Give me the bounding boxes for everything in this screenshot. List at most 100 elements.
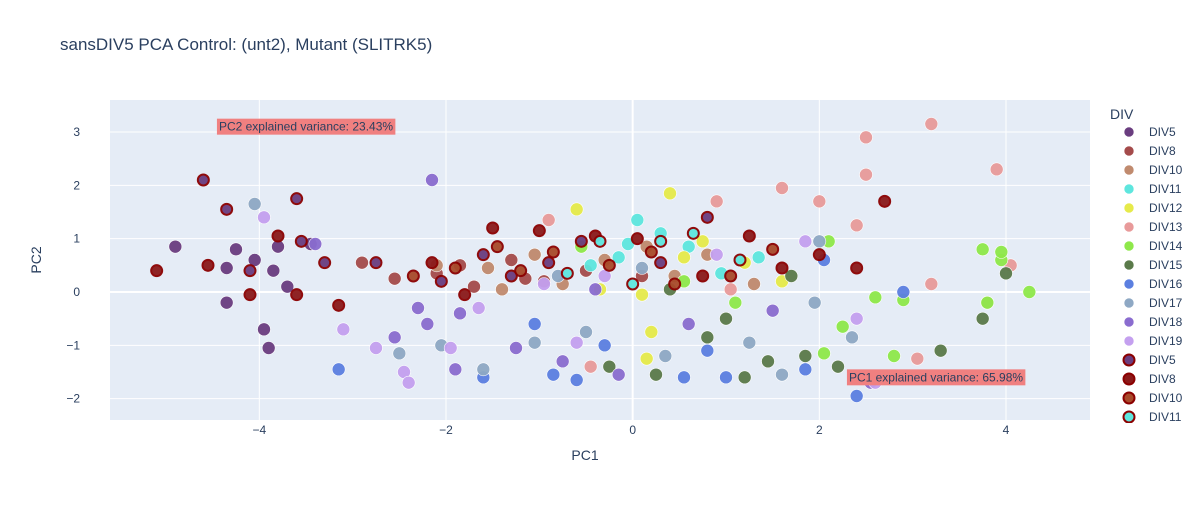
- data-point-div11-mutant[interactable]: [654, 234, 668, 248]
- data-point-div16-control[interactable]: [798, 362, 813, 377]
- data-point-div15-control[interactable]: [999, 266, 1013, 281]
- data-point-div16-control[interactable]: [896, 285, 911, 299]
- data-point-div13-control[interactable]: [541, 213, 556, 227]
- data-point-div5-mutant[interactable]: [294, 234, 308, 248]
- data-point-div10-mutant[interactable]: [766, 242, 780, 256]
- data-point-div8-control[interactable]: [504, 253, 519, 267]
- data-point-div5-mutant[interactable]: [700, 210, 714, 224]
- data-point-div8-mutant[interactable]: [630, 232, 644, 246]
- data-point-div8-mutant[interactable]: [850, 261, 864, 275]
- data-point-div19-control[interactable]: [401, 375, 416, 390]
- data-point-div17-control[interactable]: [812, 234, 827, 249]
- data-point-div16-control[interactable]: [677, 370, 691, 385]
- data-point-div14-control[interactable]: [994, 245, 1009, 259]
- data-point-div19-control[interactable]: [257, 210, 271, 225]
- data-point-div17-control[interactable]: [658, 349, 673, 363]
- data-point-div5-mutant[interactable]: [574, 234, 588, 248]
- data-point-div15-control[interactable]: [737, 370, 752, 385]
- data-point-div12-control[interactable]: [635, 287, 649, 302]
- data-point-div10-mutant[interactable]: [668, 277, 682, 291]
- data-point-div16-control[interactable]: [569, 373, 584, 387]
- data-point-div17-control[interactable]: [392, 346, 407, 361]
- data-point-div10-mutant[interactable]: [514, 264, 528, 278]
- data-point-div15-control[interactable]: [975, 311, 990, 326]
- data-point-div14-control[interactable]: [835, 319, 850, 334]
- data-point-div5-control[interactable]: [219, 261, 234, 275]
- data-point-div16-control[interactable]: [700, 343, 715, 358]
- legend-item-div8-mutant[interactable]: DIV8: [1122, 372, 1177, 386]
- data-point-div8-mutant[interactable]: [243, 288, 257, 302]
- data-point-div8-mutant[interactable]: [271, 229, 285, 243]
- legend-item-div16-control[interactable]: DIV16: [1123, 277, 1183, 291]
- legend-item-div10-mutant[interactable]: DIV10: [1122, 391, 1183, 405]
- data-point-div17-control[interactable]: [775, 367, 789, 382]
- data-point-div18-control[interactable]: [611, 367, 626, 382]
- data-point-div5-mutant[interactable]: [196, 173, 210, 187]
- data-point-div5-mutant[interactable]: [476, 248, 490, 262]
- data-point-div16-control[interactable]: [597, 338, 612, 353]
- data-point-div8-mutant[interactable]: [742, 229, 756, 243]
- data-point-div5-mutant[interactable]: [290, 192, 304, 206]
- data-point-div8-mutant[interactable]: [696, 269, 710, 283]
- data-point-div18-control[interactable]: [453, 306, 467, 321]
- data-point-div13-control[interactable]: [812, 194, 827, 209]
- legend-item-div5-control[interactable]: DIV5: [1123, 125, 1176, 139]
- data-point-div16-control[interactable]: [849, 389, 864, 403]
- data-point-div17-control[interactable]: [845, 330, 859, 345]
- data-point-div18-control[interactable]: [588, 282, 603, 297]
- data-point-div5-control[interactable]: [257, 322, 271, 337]
- legend-item-div13-control[interactable]: DIV13: [1123, 220, 1183, 234]
- data-point-div8-mutant[interactable]: [201, 258, 215, 272]
- data-point-div5-mutant[interactable]: [243, 264, 257, 278]
- data-point-div16-control[interactable]: [527, 317, 542, 331]
- data-point-div13-control[interactable]: [723, 282, 738, 297]
- data-point-div11-control[interactable]: [751, 250, 766, 265]
- data-point-div18-control[interactable]: [448, 362, 463, 377]
- data-point-div10-mutant[interactable]: [724, 269, 738, 283]
- legend-item-div18-control[interactable]: DIV18: [1123, 315, 1183, 329]
- data-point-div14-control[interactable]: [1022, 285, 1037, 299]
- data-point-div8-mutant[interactable]: [150, 264, 164, 278]
- data-point-div15-control[interactable]: [798, 349, 813, 363]
- data-point-div19-control[interactable]: [471, 301, 486, 315]
- data-point-div18-control[interactable]: [411, 301, 425, 315]
- data-point-div14-control[interactable]: [980, 295, 995, 310]
- data-point-div19-control[interactable]: [369, 341, 383, 355]
- data-point-div10-control[interactable]: [495, 282, 509, 297]
- data-point-div18-control[interactable]: [387, 330, 402, 345]
- data-point-div11-control[interactable]: [611, 250, 626, 265]
- data-point-div11-control[interactable]: [583, 258, 598, 273]
- data-point-div12-control[interactable]: [639, 351, 654, 366]
- data-point-div8-mutant[interactable]: [532, 224, 546, 238]
- data-point-div12-control[interactable]: [663, 186, 677, 201]
- data-point-div10-mutant[interactable]: [644, 245, 658, 259]
- data-point-div15-control[interactable]: [761, 354, 775, 369]
- data-point-div5-mutant[interactable]: [318, 256, 332, 270]
- data-point-div19-control[interactable]: [336, 322, 351, 337]
- legend-item-div11-control[interactable]: DIV11: [1123, 182, 1182, 196]
- data-point-div10-mutant[interactable]: [602, 258, 616, 272]
- data-point-div12-control[interactable]: [569, 202, 584, 217]
- data-point-div10-control[interactable]: [527, 247, 542, 262]
- data-point-div18-control[interactable]: [425, 173, 439, 187]
- data-point-div8-mutant[interactable]: [775, 261, 789, 275]
- data-point-div17-control[interactable]: [247, 197, 262, 211]
- data-point-div18-control[interactable]: [765, 303, 780, 318]
- data-point-div12-control[interactable]: [644, 325, 659, 339]
- data-point-div13-control[interactable]: [989, 162, 1004, 177]
- data-point-div15-control[interactable]: [784, 269, 799, 283]
- data-point-div16-control[interactable]: [546, 367, 561, 382]
- data-point-div11-mutant[interactable]: [686, 226, 700, 240]
- data-point-div8-mutant[interactable]: [812, 248, 826, 262]
- data-point-div10-control[interactable]: [747, 277, 761, 291]
- data-point-div10-mutant[interactable]: [490, 240, 504, 254]
- data-point-div8-mutant[interactable]: [425, 256, 439, 270]
- data-point-div18-control[interactable]: [681, 317, 696, 331]
- data-point-div12-control[interactable]: [695, 234, 710, 249]
- legend-item-div8-control[interactable]: DIV8: [1123, 144, 1176, 158]
- data-point-div18-control[interactable]: [308, 237, 323, 251]
- legend-item-div12-control[interactable]: DIV12: [1123, 201, 1183, 215]
- legend-item-div17-control[interactable]: DIV17: [1123, 296, 1183, 310]
- data-point-div13-control[interactable]: [709, 194, 724, 209]
- data-point-div5-mutant[interactable]: [654, 256, 668, 270]
